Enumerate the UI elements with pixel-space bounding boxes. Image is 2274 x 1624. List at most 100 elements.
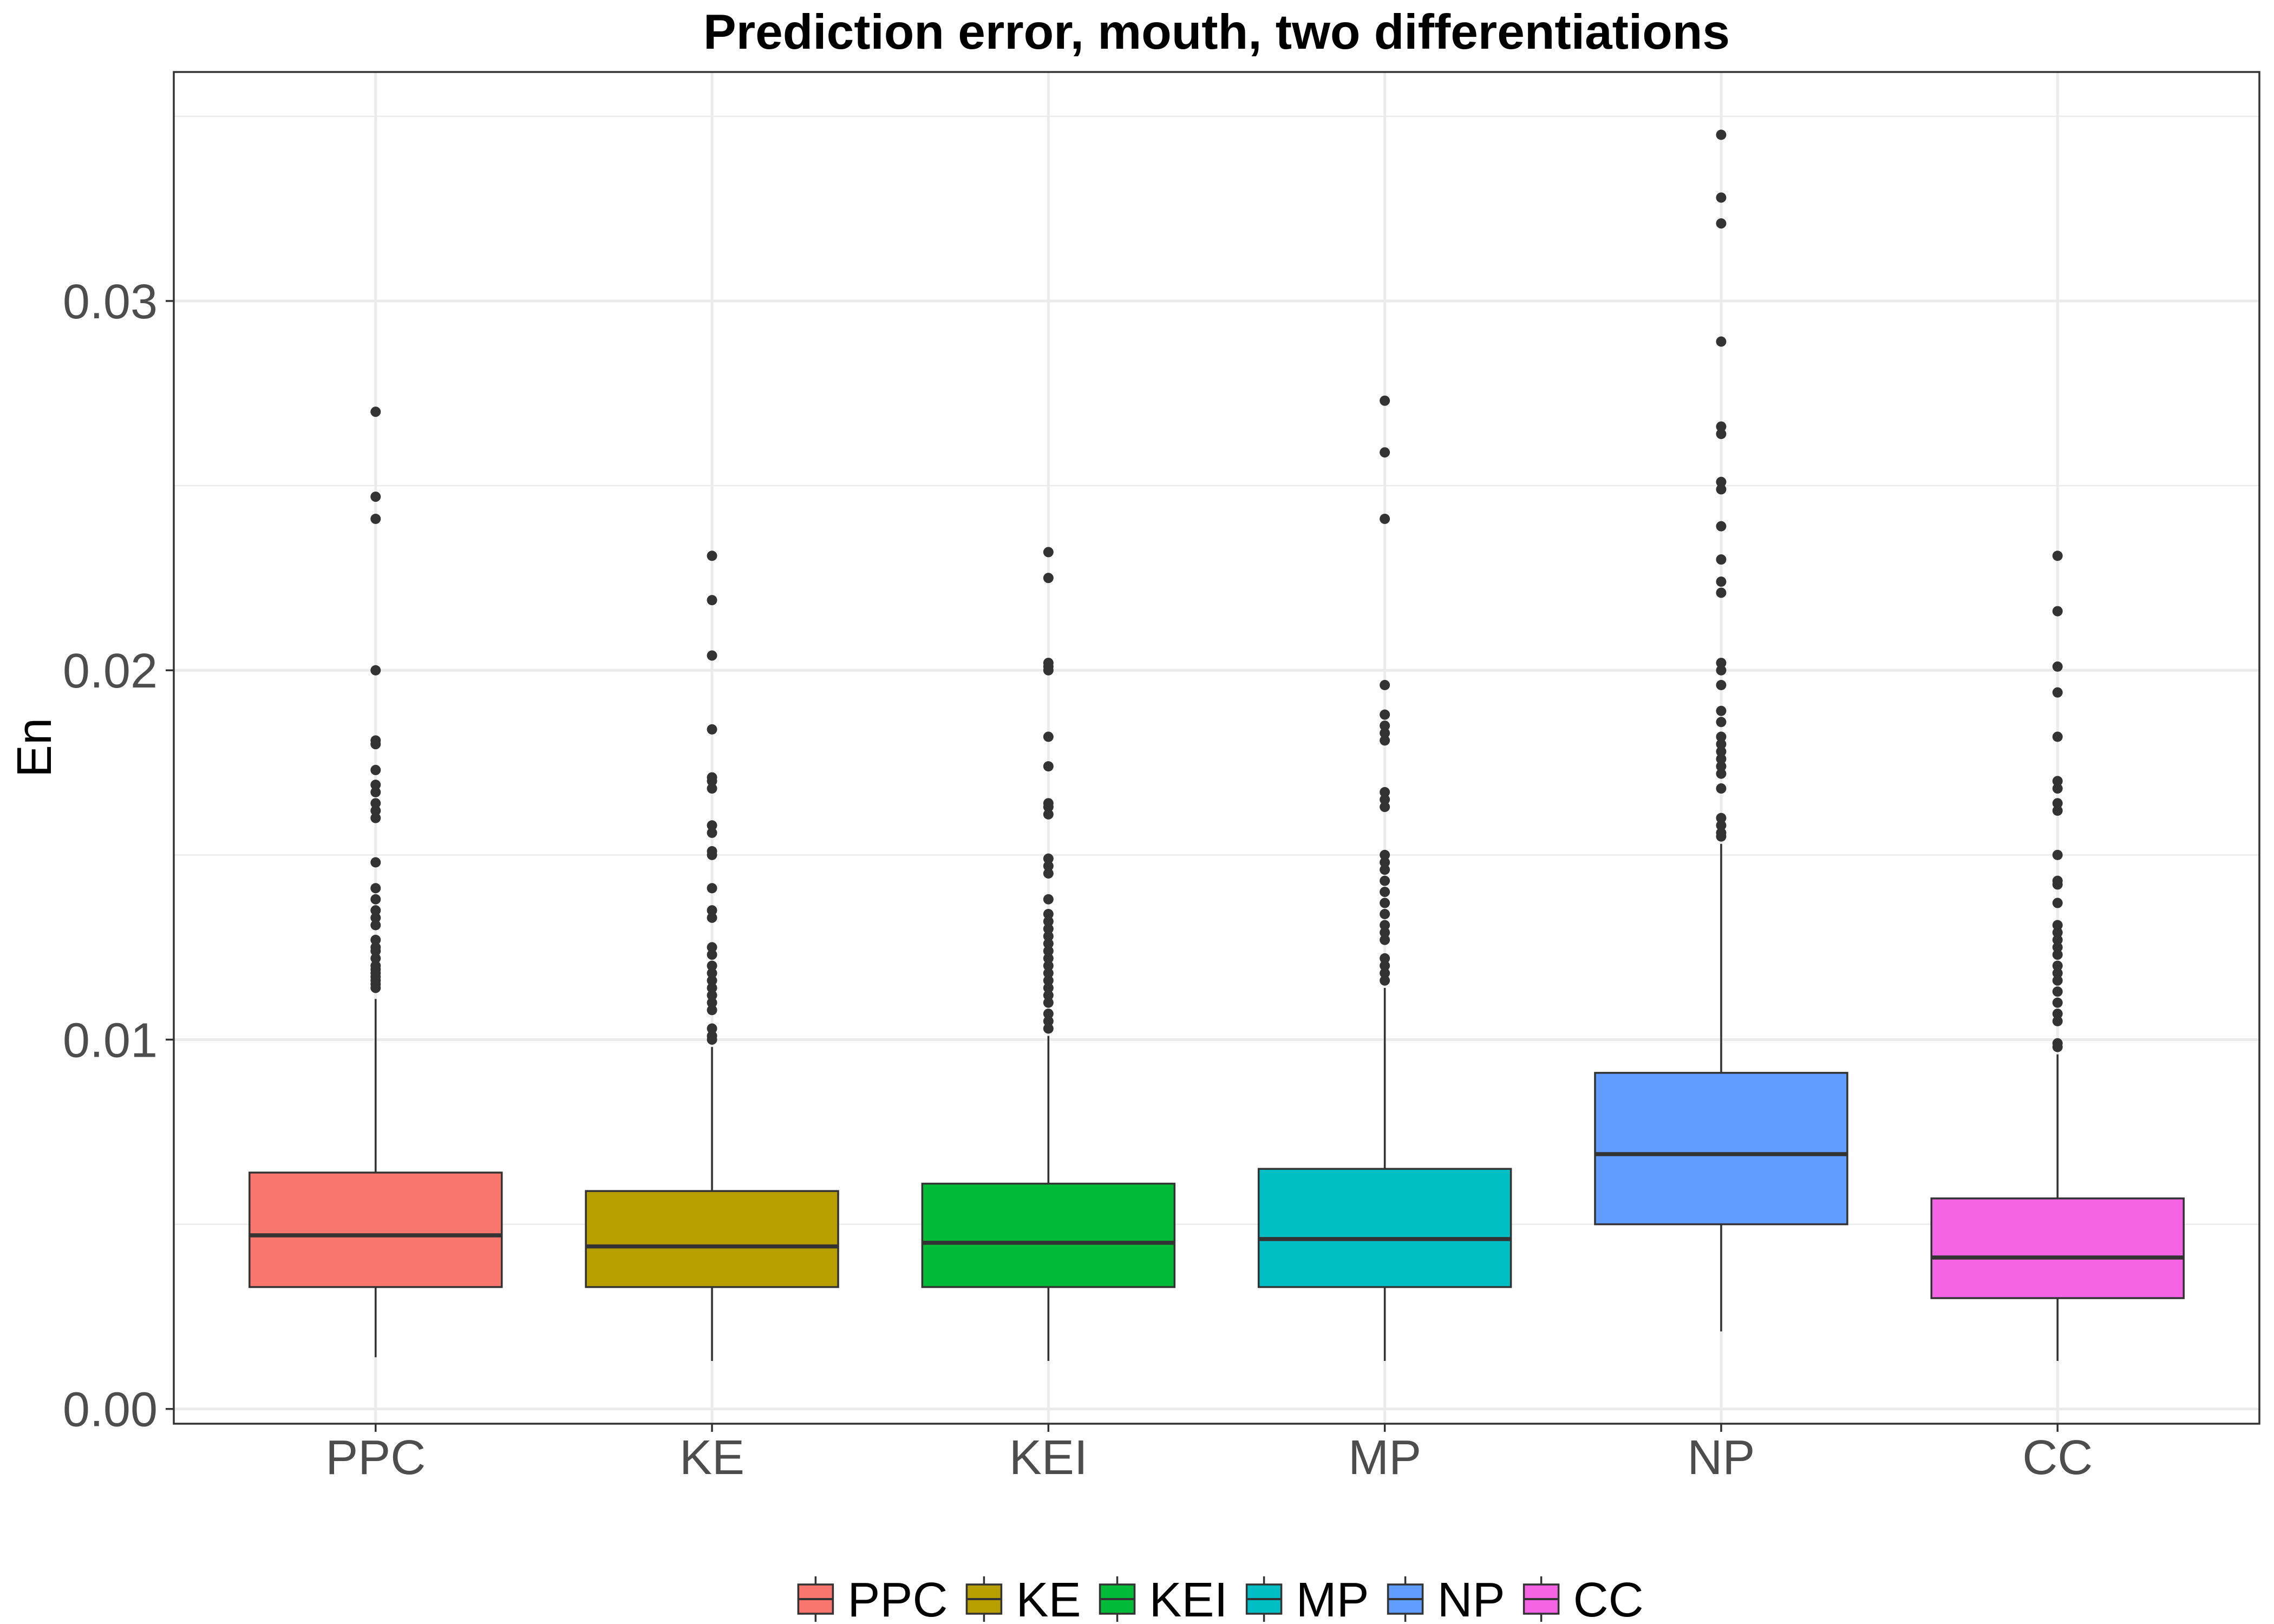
- outlier-point: [707, 968, 717, 979]
- outlier-point: [370, 912, 381, 923]
- outlier-point: [2052, 849, 2063, 860]
- legend-item-kei: KEI: [1099, 1573, 1228, 1624]
- box-iqr: [1594, 1072, 1848, 1226]
- outlier-point: [707, 595, 717, 606]
- outlier-point: [707, 912, 717, 923]
- outlier-point: [1043, 868, 1054, 879]
- legend-label: PPC: [847, 1573, 948, 1624]
- outlier-point: [1716, 813, 1727, 823]
- legend-label: KE: [1016, 1573, 1081, 1624]
- boxplot-np: [1594, 129, 1848, 1332]
- outlier-point: [2052, 776, 2063, 787]
- boxplot-cc: [1930, 551, 2185, 1361]
- y-axis-label: En: [8, 718, 62, 777]
- outlier-point: [1380, 735, 1390, 746]
- outlier-point: [1043, 665, 1054, 676]
- outlier-point: [1716, 587, 1727, 598]
- outlier-point: [1043, 916, 1054, 927]
- outlier-point: [1716, 754, 1727, 764]
- outlier-point: [1716, 705, 1727, 716]
- outlier-point: [370, 813, 381, 823]
- outlier-point: [1380, 927, 1390, 938]
- outlier-point: [1043, 731, 1054, 742]
- outlier-point: [2052, 805, 2063, 816]
- outlier-point: [1716, 680, 1727, 691]
- outlier-point: [2052, 606, 2063, 617]
- outlier-point: [2052, 975, 2063, 986]
- x-tick-label: CC: [2022, 1431, 2093, 1485]
- legend-item-ke: KE: [965, 1573, 1081, 1624]
- legend-key: [797, 1576, 834, 1622]
- legend-key: [965, 1576, 1003, 1622]
- outlier-point: [2052, 986, 2063, 997]
- outlier-point: [1716, 554, 1727, 565]
- outlier-point: [1716, 521, 1727, 532]
- outlier-point: [2052, 731, 2063, 742]
- outlier-point: [1043, 761, 1054, 772]
- outlier-point: [370, 894, 381, 905]
- outlier-point: [1043, 931, 1054, 941]
- outlier-point: [1716, 746, 1727, 757]
- legend-key: [1245, 1576, 1283, 1622]
- outlier-point: [2052, 661, 2063, 672]
- outlier-point: [1380, 787, 1390, 797]
- outlier-point: [370, 739, 381, 750]
- outlier-point: [1716, 484, 1727, 495]
- box-iqr: [1930, 1197, 2185, 1299]
- outlier-point: [1716, 717, 1727, 728]
- outlier-point: [1380, 953, 1390, 964]
- panel-border: [173, 71, 2260, 1425]
- outlier-point: [370, 514, 381, 525]
- outlier-point: [2052, 960, 2063, 971]
- outlier-point: [2052, 920, 2063, 931]
- outlier-point: [1043, 960, 1054, 971]
- outlier-point: [1716, 336, 1727, 347]
- outlier-point: [1043, 990, 1054, 1001]
- outlier-point: [370, 780, 381, 790]
- outlier-point: [1380, 898, 1390, 908]
- outlier-point: [1043, 909, 1054, 920]
- legend-label: NP: [1437, 1573, 1505, 1624]
- chart-title: Prediction error, mouth, two differentia…: [703, 5, 1730, 60]
- outlier-point: [370, 953, 381, 964]
- outlier-point: [707, 650, 717, 661]
- outlier-point: [1716, 820, 1727, 831]
- outlier-point: [370, 920, 381, 931]
- outlier-point: [2052, 551, 2063, 561]
- outlier-point: [1716, 129, 1727, 140]
- y-tick-label: 0.01: [63, 1013, 158, 1068]
- grid-lines: [174, 72, 2259, 1424]
- outlier-point: [1716, 783, 1727, 794]
- legend-key: [1387, 1576, 1424, 1622]
- outlier-point: [707, 783, 717, 794]
- legend: PPC KE KEI MP NP CC: [797, 1573, 1644, 1624]
- boxplot-ppc: [249, 407, 503, 1358]
- outlier-point: [1043, 924, 1054, 934]
- outlier-point: [370, 787, 381, 797]
- outlier-point: [1043, 861, 1054, 872]
- outlier-point: [1380, 721, 1390, 731]
- x-tick-label: NP: [1687, 1431, 1755, 1485]
- legend-label: KEI: [1149, 1573, 1228, 1624]
- outlier-point: [707, 942, 717, 953]
- outlier-point: [1716, 739, 1727, 750]
- outlier-point: [370, 407, 381, 417]
- outlier-point: [2052, 968, 2063, 979]
- legend-label: MP: [1296, 1573, 1369, 1624]
- outlier-point: [370, 665, 381, 676]
- outlier-point: [1380, 909, 1390, 920]
- outlier-point: [1716, 218, 1727, 229]
- outlier-point: [1716, 768, 1727, 779]
- outlier-point: [707, 1005, 717, 1016]
- outlier-point: [1716, 476, 1727, 487]
- boxplot-ke: [585, 551, 839, 1361]
- boxplot-kei: [921, 547, 1176, 1361]
- outlier-point: [1043, 946, 1054, 957]
- boxplot-mp: [1257, 395, 1512, 1361]
- outlier-point: [1380, 968, 1390, 979]
- outlier-point: [2052, 1009, 2063, 1019]
- outlier-point: [1716, 831, 1727, 842]
- outlier-point: [707, 949, 717, 960]
- outlier-point: [707, 990, 717, 1001]
- outlier-point: [370, 905, 381, 916]
